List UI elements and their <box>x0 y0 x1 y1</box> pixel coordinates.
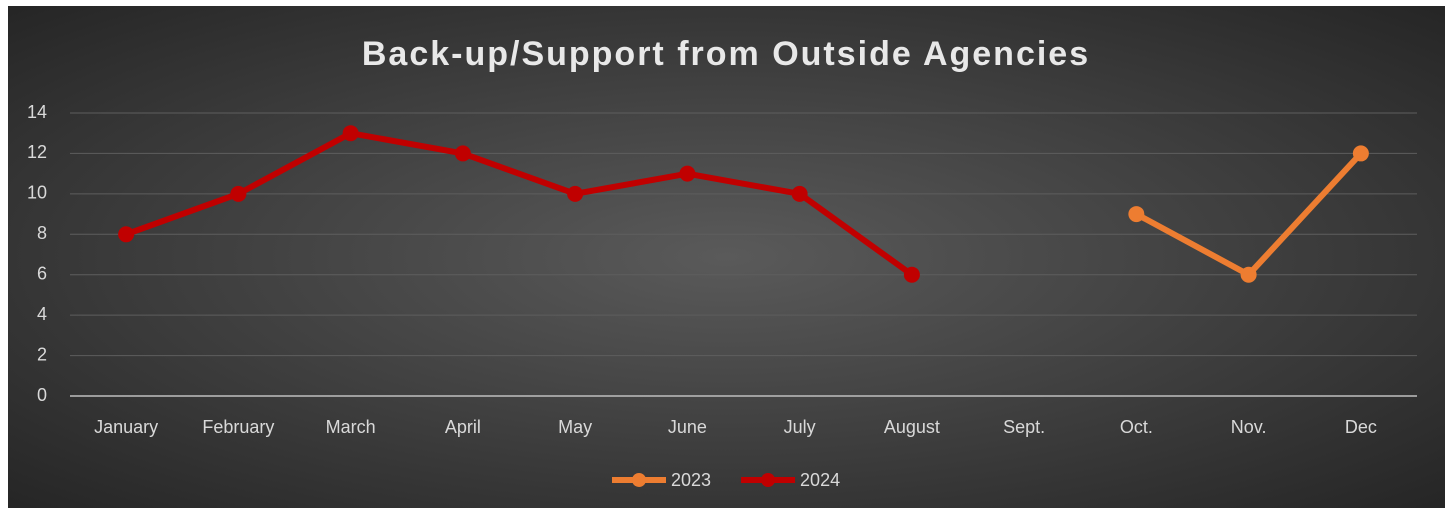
legend-label: 2023 <box>671 470 711 490</box>
point-marker <box>567 185 584 202</box>
series-line <box>123 130 915 278</box>
point-marker <box>454 145 471 162</box>
y-tick-label: 12 <box>27 142 47 162</box>
legend-label: 2024 <box>800 470 840 490</box>
x-tick-label: February <box>202 417 274 437</box>
x-tick-label: Oct. <box>1120 417 1153 437</box>
legend-swatch <box>761 473 776 487</box>
point-marker <box>342 125 359 142</box>
y-tick-label: 8 <box>37 223 47 243</box>
point-marker <box>230 185 247 202</box>
x-tick-label: April <box>445 417 481 437</box>
point-marker <box>679 165 696 182</box>
chart-background <box>8 6 1445 508</box>
point-marker <box>791 185 808 202</box>
y-tick-label: 0 <box>37 385 47 405</box>
x-tick-label: June <box>668 417 707 437</box>
y-tick-label: 10 <box>27 183 47 203</box>
point-marker <box>118 226 135 243</box>
x-tick-label: Nov. <box>1231 417 1267 437</box>
x-tick-label: May <box>558 417 592 437</box>
x-tick-label: Sept. <box>1003 417 1045 437</box>
legend-swatch <box>632 473 646 487</box>
y-tick-label: 4 <box>37 304 47 324</box>
x-tick-label: March <box>326 417 376 437</box>
point-marker <box>1352 145 1369 162</box>
point-marker <box>903 266 920 283</box>
chart-title: Back-up/Support from Outside Agencies <box>362 35 1090 73</box>
y-tick-label: 6 <box>37 263 47 283</box>
x-tick-label: Dec <box>1345 417 1377 437</box>
point-marker <box>1240 266 1257 283</box>
y-tick-label: 14 <box>27 102 47 122</box>
x-tick-label: January <box>94 417 158 437</box>
point-marker <box>1128 206 1145 223</box>
y-tick-label: 2 <box>37 344 47 364</box>
x-tick-label: July <box>784 417 816 437</box>
x-tick-label: August <box>884 417 940 437</box>
